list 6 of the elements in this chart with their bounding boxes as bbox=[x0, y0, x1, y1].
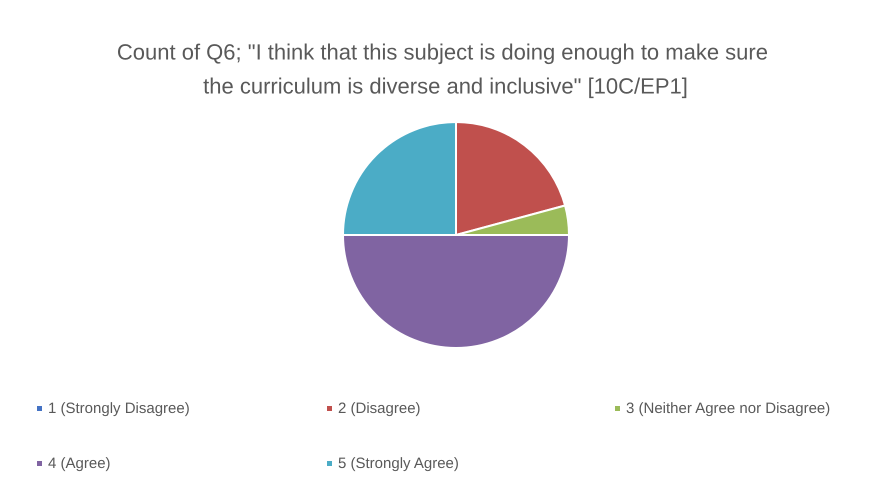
legend-label: 3 (Neither Agree nor Disagree) bbox=[626, 400, 830, 417]
legend-label: 5 (Strongly Agree) bbox=[338, 455, 459, 472]
chart-title: Count of Q6; "I think that this subject is doing enough to make sure the curriculum is diverse and inclusive" [10C/EP1] bbox=[116, 40, 774, 98]
legend-label: 4 (Agree) bbox=[48, 455, 111, 472]
legend-label: 2 (Disagree) bbox=[338, 400, 421, 417]
legend-label: 1 (Strongly Disagree) bbox=[48, 400, 190, 417]
